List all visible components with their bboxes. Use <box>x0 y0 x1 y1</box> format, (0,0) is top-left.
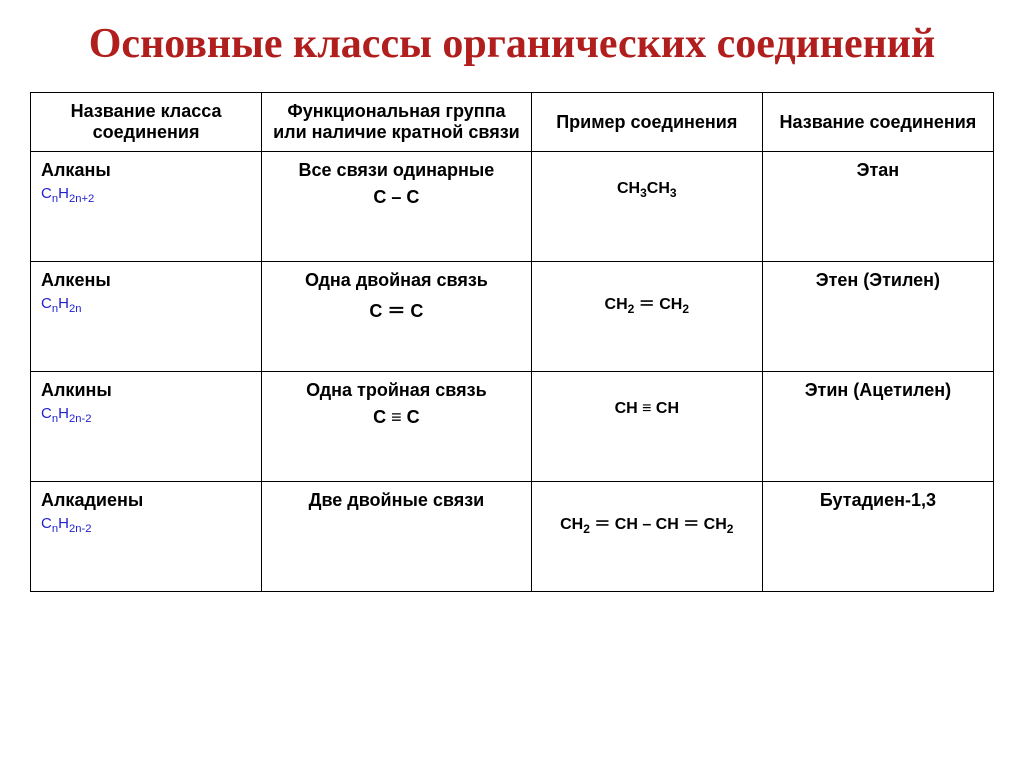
cell-class: Алкены CnH2n <box>31 262 262 372</box>
cell-functional-group: Две двойные связи <box>262 482 532 592</box>
header-func: Функциональная группа или наличие кратно… <box>262 93 532 152</box>
cell-example: CH2 ＝ CH – CH ＝ CH2 <box>531 482 762 592</box>
func-description: Одна двойная связь <box>272 270 521 291</box>
general-formula: CnH2n-2 <box>41 515 251 535</box>
example-formula: CH2 ＝ CH – CH ＝ CH2 <box>542 490 752 536</box>
cell-compound-name: Бутадиен-1,3 <box>762 482 993 592</box>
example-formula: CH ≡ CH <box>542 380 752 418</box>
cell-example: CH ≡ CH <box>531 372 762 482</box>
header-compname: Название соединения <box>762 93 993 152</box>
table-row: Алкены CnH2n Одна двойная связь C ＝ C CH2 ＝ … <box>31 262 994 372</box>
compound-name-label: Этен (Этилен) <box>773 270 983 291</box>
func-description: Все связи одинарные <box>272 160 521 181</box>
general-formula: CnH2n-2 <box>41 405 251 425</box>
cell-functional-group: Одна тройная связь C ≡ C <box>262 372 532 482</box>
func-description: Одна тройная связь <box>272 380 521 401</box>
cell-compound-name: Этин (Ацетилен) <box>762 372 993 482</box>
compounds-table: Название класса соединения Функциональна… <box>30 92 994 592</box>
example-formula: CH2 ＝ CH2 <box>542 270 752 316</box>
compound-name-label: Этан <box>773 160 983 181</box>
class-name-label: Алкены <box>41 270 251 291</box>
header-example: Пример соединения <box>531 93 762 152</box>
func-description: Две двойные связи <box>272 490 521 511</box>
table-row: Алканы CnH2n+2 Все связи одинарные C – C CH3… <box>31 152 994 262</box>
func-bond: C ≡ C <box>272 407 521 428</box>
compound-name-label: Бутадиен-1,3 <box>773 490 983 511</box>
cell-example: CH2 ＝ CH2 <box>531 262 762 372</box>
header-class: Название класса соединения <box>31 93 262 152</box>
compound-name-label: Этин (Ацетилен) <box>773 380 983 401</box>
func-bond: C ＝ C <box>272 297 521 323</box>
table-body: Алканы CnH2n+2 Все связи одинарные C – C CH3… <box>31 152 994 592</box>
table-row: Алкадиены CnH2n-2 Две двойные связи CH2 ＝ C… <box>31 482 994 592</box>
cell-class: Алканы CnH2n+2 <box>31 152 262 262</box>
cell-class: Алкадиены CnH2n-2 <box>31 482 262 592</box>
cell-example: CH3CH3 <box>531 152 762 262</box>
cell-compound-name: Этан <box>762 152 993 262</box>
class-name-label: Алкадиены <box>41 490 251 511</box>
general-formula: CnH2n+2 <box>41 185 251 205</box>
table-header-row: Название класса соединения Функциональна… <box>31 93 994 152</box>
cell-compound-name: Этен (Этилен) <box>762 262 993 372</box>
table-row: Алкины CnH2n-2 Одна тройная связь C ≡ C CH ≡… <box>31 372 994 482</box>
class-name-label: Алкины <box>41 380 251 401</box>
func-bond: C – C <box>272 187 521 208</box>
page-title: Основные классы органических соединений <box>30 20 994 68</box>
cell-functional-group: Одна двойная связь C ＝ C <box>262 262 532 372</box>
class-name-label: Алканы <box>41 160 251 181</box>
cell-functional-group: Все связи одинарные C – C <box>262 152 532 262</box>
example-formula: CH3CH3 <box>542 160 752 200</box>
general-formula: CnH2n <box>41 295 251 315</box>
cell-class: Алкины CnH2n-2 <box>31 372 262 482</box>
